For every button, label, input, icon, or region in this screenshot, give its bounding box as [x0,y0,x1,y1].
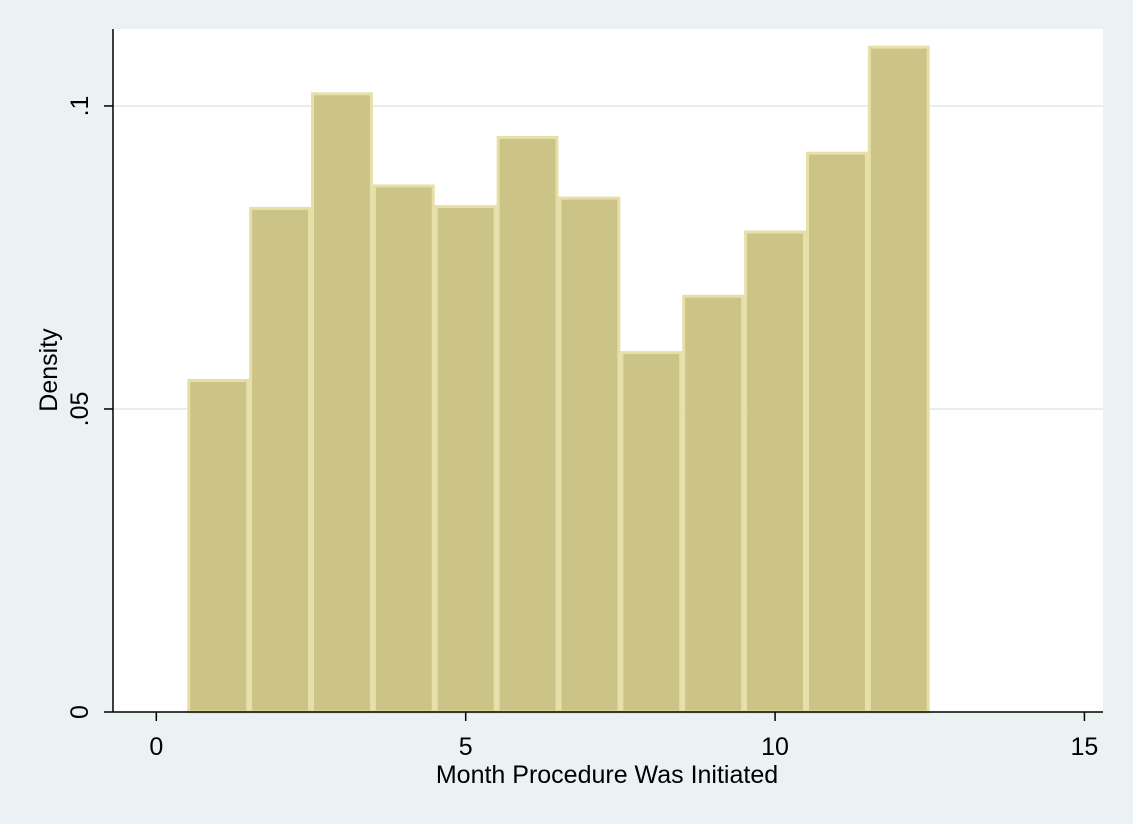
histogram-bar-1 [187,378,250,714]
x-tick-label: 10 [761,733,789,761]
y-tick-label: 0 [66,705,94,719]
histogram-bar-4 [372,184,435,714]
histogram-bar-7 [558,196,621,714]
histogram-bar-3 [311,92,373,714]
histogram-bar-10 [744,230,806,714]
y-tick-label: .1 [66,96,94,117]
histogram-bar-6 [496,135,559,714]
histogram-bar-12 [867,45,930,714]
axes [104,29,1103,721]
histogram-bar-9 [682,294,745,714]
y-tick-label: .05 [66,392,94,427]
x-tick-label: 5 [459,733,473,761]
histogram-bar-11 [806,151,868,714]
histogram-bar-2 [249,206,311,714]
x-axis-title: Month Procedure Was Initiated [436,761,778,789]
histogram-bar-8 [620,351,683,714]
x-tick-label: 15 [1071,733,1099,761]
tick-labels: 0 5 10 15 0 .05 .1 [66,96,1098,761]
histogram-bars [187,45,930,714]
histogram-bar-5 [434,205,497,714]
x-tick-label: 0 [149,733,163,761]
y-axis-title: Density [35,328,63,412]
